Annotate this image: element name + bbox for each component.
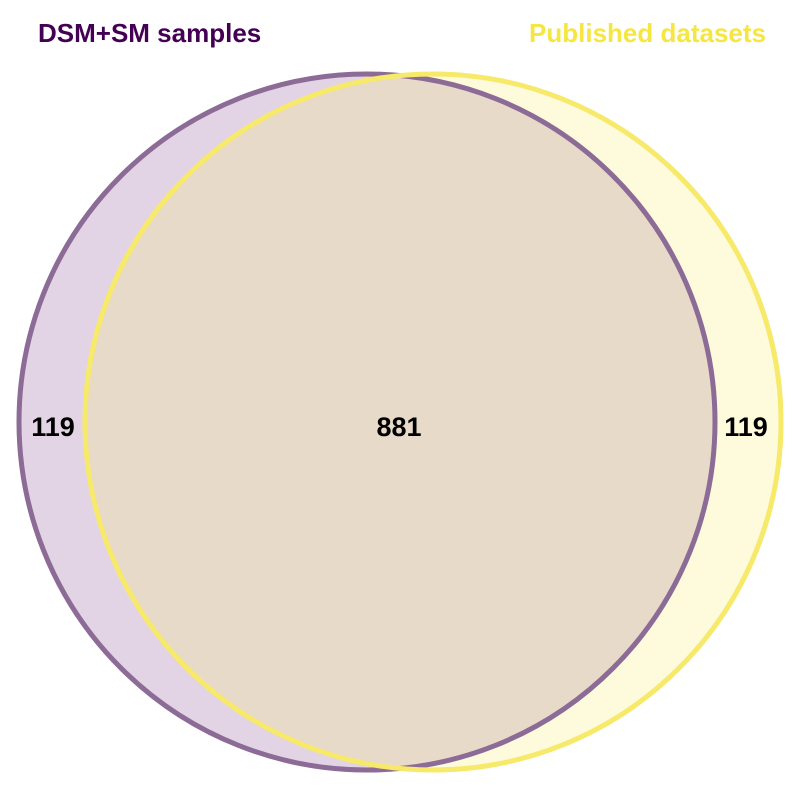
set-published-outline <box>82 71 784 773</box>
set-dsm-sm-outline <box>16 71 718 773</box>
set-dsm-sm-title: DSM+SM samples <box>38 18 261 48</box>
overlap-fill <box>85 74 715 770</box>
count-only-dsm-sm: 119 <box>31 412 75 442</box>
count-intersection: 881 <box>376 412 421 442</box>
count-only-published: 119 <box>724 412 768 442</box>
set-published-title: Published datasets <box>529 18 766 48</box>
